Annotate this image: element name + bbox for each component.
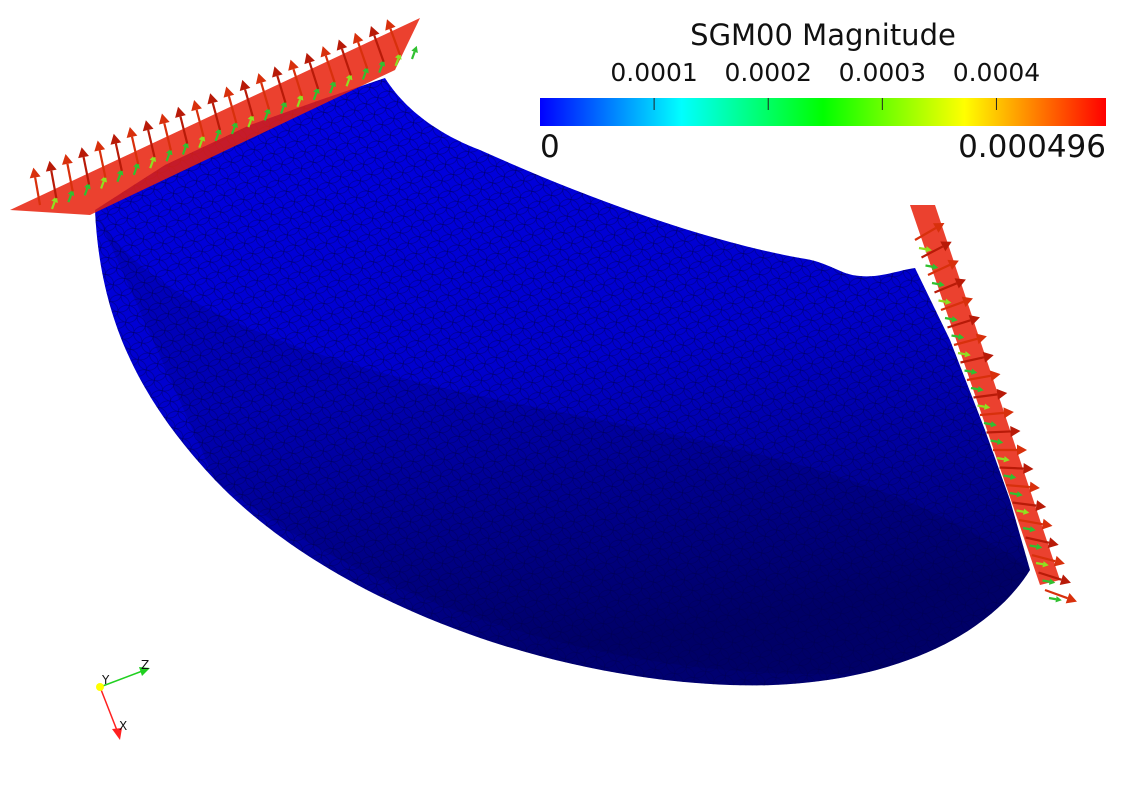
z-axis-line [99,669,146,688]
vector-arrow [953,333,987,347]
vector-arrow [352,32,369,69]
vector-arrow [223,86,238,124]
orientation-axes: Y Z X [96,658,150,740]
vector-arrow [255,73,271,110]
vector-glyphs-right-boundary [910,205,1077,604]
x-axis-line [99,686,119,734]
vector-arrow [1003,473,1017,480]
vector-arrow [1009,491,1023,498]
vector-arrow [947,315,980,329]
vector-arrow [94,140,107,178]
vector-arrow [1048,596,1062,603]
vector-arrow [920,241,952,259]
vector-arrow [369,26,385,63]
vector-arrow [934,278,966,294]
vector-arrow [1044,588,1077,604]
vector-arrow [925,263,939,270]
vector-arrow [996,456,1010,463]
z-axis-label: Z [141,658,149,672]
vector-arrow [957,351,971,358]
vector-arrow [272,66,287,104]
vector-arrow [410,45,418,60]
vector-arrow [977,403,991,410]
vector-arrow [990,438,1004,445]
vector-arrow [1029,543,1043,550]
vector-arrow [1018,518,1053,530]
y-axis-marker [96,683,104,691]
vector-arrow [45,160,58,199]
vector-glyphs-left-boundary [10,18,420,215]
vector-arrow [940,296,973,312]
vector-arrow [304,52,320,90]
vector-arrow [914,223,945,241]
vector-arrow [1038,571,1071,585]
vector-arrow [1025,536,1059,549]
vector-arrow [175,106,189,144]
vector-arrow [970,386,984,393]
vector-arrow [29,167,42,206]
vector-arrow [62,154,74,192]
vector-arrow [927,259,959,276]
vector-arrow [960,351,994,364]
colorbar-tick-label: 0.0002 [724,58,812,87]
vector-arrow [1031,553,1065,567]
vector-arrow [385,19,402,56]
vector-arrow [999,463,1034,475]
vector-arrow [944,316,958,323]
vector-arrow [993,444,1027,456]
vector-arrow [1035,561,1049,568]
vector-arrow [986,425,1021,437]
vector-arrow [1012,500,1047,512]
colorbar-min-label: 0 [540,129,560,165]
vector-arrow [931,281,945,288]
vector-arrow [979,407,1014,419]
x-axis-label: X [119,719,127,733]
vector-arrow [973,388,1008,400]
z-axis-arrowhead [139,667,150,676]
vector-arrow [239,79,254,117]
vector-arrow [110,133,123,172]
vector-arrow [158,113,172,151]
vector-arrow [938,298,952,305]
colorbar-tick-label: 0.0004 [952,58,1041,87]
vector-arrow [320,46,336,83]
colorbar-title: SGM00 Magnitude [690,18,956,52]
left-boundary-band [10,18,420,215]
colorbar-max-label: 0.000496 [958,129,1106,165]
colorbar-tick-label: 0.0001 [610,58,698,87]
vector-arrow [951,333,965,340]
colorbar-tick-label: 0.0003 [838,58,927,87]
vector-arrow [983,421,997,428]
vector-arrow [336,39,352,76]
y-axis-label: Y [101,673,110,687]
vector-arrow [918,246,932,253]
vector-arrow [142,120,156,158]
vector-arrow [78,147,91,185]
colorbar [540,98,1106,126]
vector-arrow [1042,578,1056,585]
colorbar-tick-marks [653,98,997,110]
vector-arrow [191,100,205,138]
vector-arrow [1022,526,1036,533]
vector-arrow [126,127,140,165]
colorbar-gradient [540,98,1106,126]
vector-arrow [207,93,222,131]
vector-arrow [964,368,978,375]
vector-arrow [966,370,1001,382]
vector-arrow [1005,481,1040,493]
vector-arrow [288,59,303,97]
x-axis-arrowhead [112,728,122,740]
vector-arrow [1016,508,1030,515]
